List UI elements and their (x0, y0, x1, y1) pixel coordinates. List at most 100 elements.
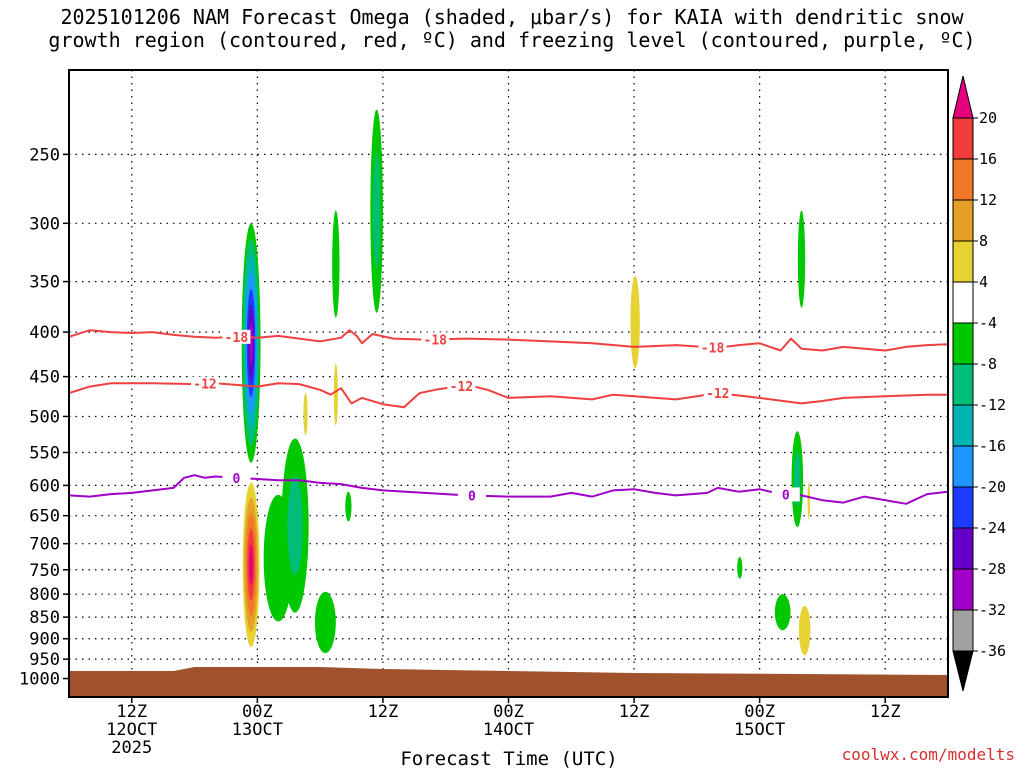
omega-region-16-layer-0 (798, 605, 811, 656)
colorbar-label-2: 12 (979, 191, 997, 209)
terrain-fill (69, 666, 948, 697)
x-tick-label-12-1: 12OCT (106, 720, 157, 740)
contour-label-1-2: -12 (706, 387, 729, 402)
y-tick-label-300: 300 (29, 214, 60, 234)
contour-label-bg (222, 470, 251, 485)
omega-region-6-layer-0 (345, 491, 352, 522)
colorbar-top-arrow (952, 75, 974, 119)
colorbar-band-7 (952, 404, 974, 447)
contour-line-1 (69, 382, 948, 409)
omega-region-13-layer-0 (807, 482, 811, 519)
y-tick-label-650: 650 (29, 507, 60, 527)
site-credit: coolwx.com/modelts (842, 745, 1015, 764)
x-tick-label-36-0: 12Z (368, 702, 399, 722)
y-tick-label-800: 800 (29, 585, 60, 605)
omega-shading (241, 109, 811, 656)
x-tick-label-12-0: 12Z (116, 702, 147, 722)
colorbar-bottom-arrow (952, 650, 974, 692)
colorbar-label-10: -24 (979, 519, 1006, 537)
colorbar-label-12: -32 (979, 601, 1006, 619)
colorbar-label-3: 8 (979, 232, 988, 250)
omega-region-4-layer-0 (333, 363, 338, 426)
colorbar: 20 16 12 8 4 -4 -8 -12 -16 -20 -24 -28 -32 -36 (952, 75, 1006, 692)
colorbar-label-6: -8 (979, 355, 997, 373)
x-tick-label-48-0: 00Z (493, 702, 524, 722)
colorbar-label-11: -28 (979, 560, 1006, 578)
contour-label-2-1: 0 (468, 490, 476, 505)
omega-region-15-layer-0 (774, 594, 791, 631)
y-tick-label-550: 550 (29, 444, 60, 464)
omega-region-11-layer-0 (797, 210, 806, 308)
contour-label-bg (771, 487, 800, 502)
colorbar-band-5 (952, 322, 974, 365)
contour-label-bg (698, 340, 727, 355)
y-tick-label-500: 500 (29, 407, 60, 427)
chart-title-line-2: growth region (contoured, red, ºC) and f… (48, 28, 975, 52)
contour-label-0-1: -18 (424, 333, 448, 348)
colorbar-band-8 (952, 445, 974, 488)
contour-label-bg (703, 386, 732, 401)
colorbar-band-9 (952, 486, 974, 529)
colorbar-band-1 (952, 158, 974, 201)
contour-label-1-1: -12 (450, 380, 473, 395)
colorbar-label-9: -20 (979, 478, 1006, 496)
colorbar-band-2 (952, 199, 974, 242)
colorbar-label-4: 4 (979, 273, 988, 291)
x-tick-label-60-0: 12Z (619, 702, 650, 722)
omega-region-5-layer-0 (303, 393, 308, 435)
colorbar-label-13: -36 (979, 642, 1006, 660)
y-tick-label-750: 750 (29, 561, 60, 581)
colorbar-label-5: -4 (979, 314, 997, 332)
x-tick-label-84-0: 12Z (870, 702, 901, 722)
colorbar-label-7: -12 (979, 396, 1006, 414)
omega-region-1-layer-4 (249, 544, 254, 585)
y-tick-label-600: 600 (29, 476, 60, 496)
colorbar-band-10 (952, 527, 974, 570)
colorbar-label-8: -16 (979, 437, 1006, 455)
colorbar-label-0: 20 (979, 109, 997, 127)
omega-region-10-layer-0 (630, 276, 640, 369)
x-tick-label-12-2: 2025 (111, 738, 152, 758)
y-tick-label-850: 850 (29, 608, 60, 628)
chart-title-line-1: 2025101206 NAM Forecast Omega (shaded, μ… (60, 5, 964, 29)
omega-region-2-layer-1 (373, 153, 381, 269)
x-tick-label-72-1: 15OCT (734, 720, 785, 740)
y-tick-label-900: 900 (29, 630, 60, 650)
colorbar-band-3 (952, 240, 974, 283)
contour-label-1-0: -12 (193, 378, 216, 393)
contour-label-bg (457, 488, 486, 503)
omega-region-14-layer-0 (737, 556, 743, 579)
colorbar-band-0 (952, 117, 974, 160)
ground-surface (69, 666, 948, 697)
omega-region-8-layer-1 (287, 476, 303, 575)
y-tick-label-400: 400 (29, 323, 60, 343)
contour-label-0-0: -18 (225, 331, 249, 346)
x-tick-label-24-0: 00Z (242, 702, 273, 722)
contour-line-2 (69, 474, 948, 505)
y-tick-label-700: 700 (29, 535, 60, 555)
colorbar-label-1: 16 (979, 150, 997, 168)
temperature-contours: -18 -18 -18 -12 -12 -12 0 0 0 (69, 329, 948, 505)
contour-label-0-2: -18 (701, 341, 725, 356)
x-tick-label-72-0: 00Z (744, 702, 775, 722)
contour-label-2-2: 0 (782, 488, 790, 503)
contour-label-bg (222, 329, 251, 344)
y-tick-label-250: 250 (29, 145, 60, 165)
contour-label-2-0: 0 (233, 472, 241, 487)
contour-label-bg (191, 376, 220, 391)
colorbar-band-4 (952, 281, 974, 324)
contour-label-bg (447, 378, 476, 393)
contour-line-0 (69, 329, 948, 352)
omega-region-9-layer-0 (314, 591, 336, 654)
colorbar-band-12 (952, 609, 974, 652)
omega-region-3-layer-0 (332, 210, 340, 318)
colorbar-band-6 (952, 363, 974, 406)
colorbar-band-11 (952, 568, 974, 611)
x-tick-label-24-1: 13OCT (232, 720, 283, 740)
y-axis-ticks: 2503003504004505005506006507007508008509… (19, 145, 69, 690)
x-axis-title: Forecast Time (UTC) (400, 748, 617, 768)
contour-label-bg (421, 332, 450, 347)
x-tick-label-48-1: 14OCT (483, 720, 534, 740)
